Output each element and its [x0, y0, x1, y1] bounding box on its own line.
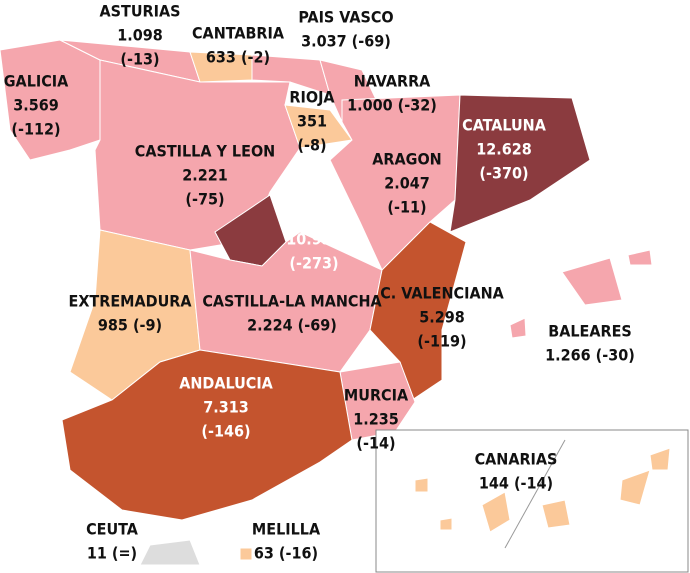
canarias-inset — [375, 429, 689, 573]
region-name: NAVARRA — [354, 72, 431, 91]
island — [481, 491, 511, 533]
inset-divider — [504, 439, 566, 549]
cataluna — [449, 94, 591, 233]
ibiza — [509, 317, 527, 339]
region-value: (-146) — [201, 422, 250, 441]
region-value: (-14) — [356, 434, 395, 453]
region-name: MELILLA — [252, 520, 321, 539]
region-value: 12.628 — [476, 140, 532, 159]
island — [439, 517, 453, 531]
region-name: CATALUNA — [462, 116, 547, 135]
region-name: CANARIAS — [475, 450, 558, 469]
region-value: 11 (=) — [87, 544, 137, 563]
region-value: (-8) — [297, 136, 326, 155]
region-value: 2.047 — [384, 174, 430, 193]
region-value: (-13) — [120, 50, 159, 69]
region-value: 10.935 — [286, 230, 342, 249]
region-value: 2.224 (-69) — [247, 316, 337, 335]
region-name: ARAGON — [372, 150, 441, 169]
region-name: MURCIA — [344, 386, 409, 405]
ceuta-shape — [139, 539, 201, 566]
region-value: (-11) — [387, 198, 426, 217]
region-value: 3.037 (-69) — [301, 32, 391, 51]
melilla-shape — [239, 547, 253, 561]
region-value: 1.098 — [117, 26, 163, 45]
region-name: GALICIA — [4, 72, 69, 91]
region-name: ANDALUCIA — [179, 374, 273, 393]
region-name: BALEARES — [548, 322, 632, 341]
region-value: 1.235 — [353, 410, 399, 429]
island — [619, 469, 651, 506]
regions — [0, 39, 653, 566]
island — [649, 447, 671, 471]
labels: ASTURIAS 1.098 (-13) CANTABRIA 633 (-2) PAIS … — [4, 2, 635, 563]
region-value: 1.000 (-32) — [347, 96, 437, 115]
mallorca — [561, 257, 623, 306]
region-name: ASTURIAS — [100, 2, 181, 21]
region-value: (-273) — [289, 254, 338, 273]
pais-vasco — [251, 54, 331, 96]
region-value: (-370) — [479, 164, 528, 183]
region-name: CANTABRIA — [192, 24, 285, 43]
region-name: MADRID — [281, 206, 347, 225]
region-value: 351 — [297, 112, 327, 131]
island — [414, 477, 429, 493]
region-value: 633 (-2) — [206, 48, 270, 67]
region-value: 1.266 (-30) — [545, 346, 635, 365]
region-value: 5.298 — [419, 308, 465, 327]
island — [541, 499, 571, 529]
region-name: C. VALENCIANA — [380, 284, 504, 303]
region-value: (-119) — [417, 332, 466, 351]
region-name: CEUTA — [86, 520, 139, 539]
region-value: 3.569 — [13, 96, 59, 115]
region-name: PAIS VASCO — [298, 8, 393, 27]
region-value: 7.313 — [203, 398, 249, 417]
region-value: (-112) — [11, 120, 60, 139]
region-value: 63 (-16) — [254, 544, 318, 563]
region-value: 144 (-14) — [479, 474, 553, 493]
region-value: 985 (-9) — [98, 316, 162, 335]
menorca — [627, 249, 653, 266]
region-value: (-75) — [185, 190, 224, 209]
region-value: 2.221 — [182, 166, 228, 185]
region-name: CASTILLA Y LEON — [135, 142, 275, 161]
region-name: CASTILLA-LA MANCHA — [202, 292, 382, 311]
region-name: EXTREMADURA — [68, 292, 192, 311]
andalucia — [61, 349, 353, 521]
region-name: RIOJA — [289, 88, 335, 107]
